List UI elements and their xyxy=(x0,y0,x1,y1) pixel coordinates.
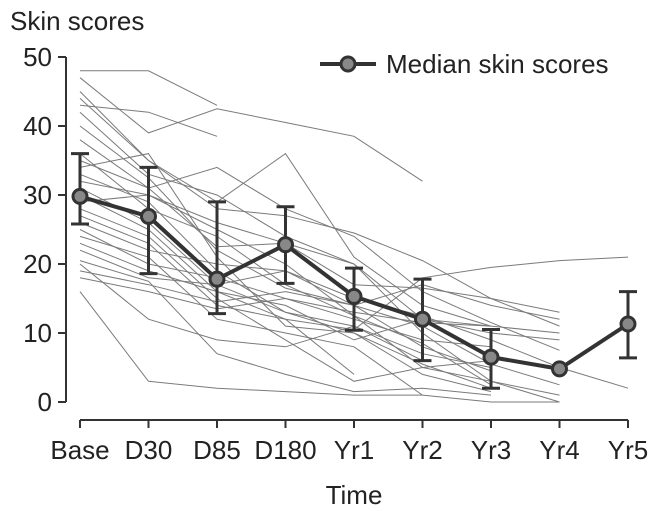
median-point xyxy=(345,287,363,305)
median-point xyxy=(140,207,157,225)
y-tick-label: 50 xyxy=(23,42,52,72)
y-tick-label: 40 xyxy=(23,111,52,141)
individual-series-line xyxy=(79,153,492,389)
individual-series-line xyxy=(79,229,560,334)
median-point xyxy=(414,310,431,328)
individual-series-line xyxy=(79,180,560,403)
y-axis-label: Skin scores xyxy=(10,6,144,36)
individual-series-line xyxy=(79,187,560,386)
x-tick-label: D85 xyxy=(193,435,241,465)
y-tick-label: 20 xyxy=(23,249,52,279)
median-series xyxy=(71,152,637,390)
individual-series-line xyxy=(79,291,423,396)
individual-series-line xyxy=(79,249,423,362)
x-tick-label: Yr3 xyxy=(471,435,511,465)
individual-lines xyxy=(79,70,629,403)
x-tick-label: D30 xyxy=(125,435,173,465)
x-tick-label: Base xyxy=(50,435,109,465)
y-tick-label: 0 xyxy=(38,387,52,417)
median-point xyxy=(277,236,294,254)
x-tick-label: Yr2 xyxy=(402,435,442,465)
individual-series-line xyxy=(79,77,423,182)
individual-series-line xyxy=(79,91,560,327)
individual-series-line xyxy=(79,260,492,396)
individual-series-line xyxy=(79,139,560,396)
individual-series-line xyxy=(79,270,560,320)
axes: 0 10 20 30 40 50 Base D30 D85 D180 Yr1 Yr2 Yr3 Yr4 Yr5 xyxy=(23,42,648,465)
y-tick-label: 30 xyxy=(23,180,52,210)
x-axis-label: Time xyxy=(326,480,383,510)
individual-series-line xyxy=(80,70,218,106)
individual-series-line xyxy=(79,235,560,403)
individual-series-line xyxy=(79,104,218,137)
x-tick-label: Yr5 xyxy=(608,435,648,465)
median-point xyxy=(71,187,89,205)
legend-marker xyxy=(339,55,357,73)
x-tick-label: D180 xyxy=(254,435,316,465)
median-point xyxy=(482,348,500,366)
median-point xyxy=(551,360,568,378)
legend-label: Median skin scores xyxy=(386,49,609,79)
legend: Median skin scores xyxy=(320,49,609,79)
x-tick-label: Yr1 xyxy=(334,435,374,465)
individual-series-line xyxy=(79,160,560,351)
y-tick-label: 10 xyxy=(23,318,52,348)
x-tick-label: Yr4 xyxy=(539,435,579,465)
individual-series-line xyxy=(79,194,560,341)
individual-series-line xyxy=(79,194,560,313)
median-point xyxy=(619,315,637,333)
median-point xyxy=(208,270,226,288)
